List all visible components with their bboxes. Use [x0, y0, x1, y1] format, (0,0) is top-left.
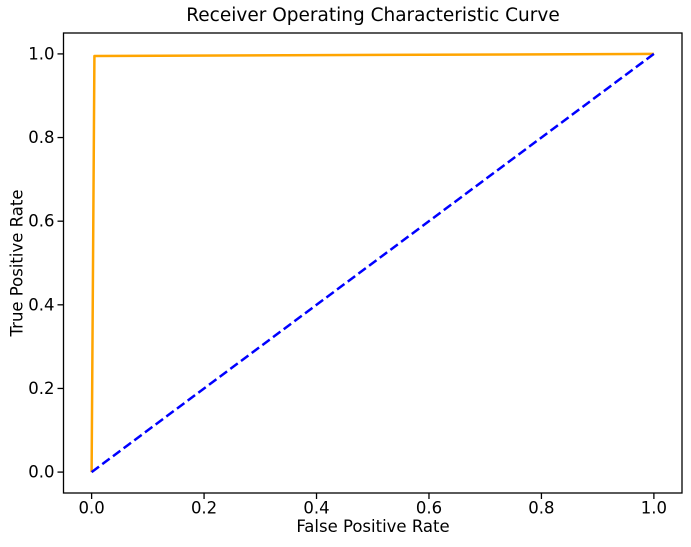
- y-tick-label: 0.6: [28, 212, 54, 231]
- roc-curve-line: [90, 52, 654, 473]
- y-tick-label: 0.0: [28, 463, 54, 482]
- y-tick-label: 0.4: [28, 295, 54, 314]
- y-tick-label: 1.0: [28, 44, 54, 63]
- x-tick-label: 1.0: [641, 499, 667, 518]
- y-tick-label: 0.2: [28, 379, 54, 398]
- y-tick-label: 0.8: [28, 128, 54, 147]
- x-tick-label: 0.2: [191, 499, 217, 518]
- x-tick-label: 0.6: [416, 499, 442, 518]
- x-axis-label: False Positive Rate: [296, 517, 450, 536]
- x-tick-label: 0.8: [528, 499, 554, 518]
- chart-title: Receiver Operating Characteristic Curve: [186, 5, 560, 26]
- axes-spines: [62, 32, 683, 494]
- x-tick-label: 0.4: [303, 499, 329, 518]
- x-tick-label: 0.0: [78, 499, 104, 518]
- y-axis-label: True Positive Rate: [7, 189, 27, 337]
- chance-diagonal-line: [90, 52, 655, 474]
